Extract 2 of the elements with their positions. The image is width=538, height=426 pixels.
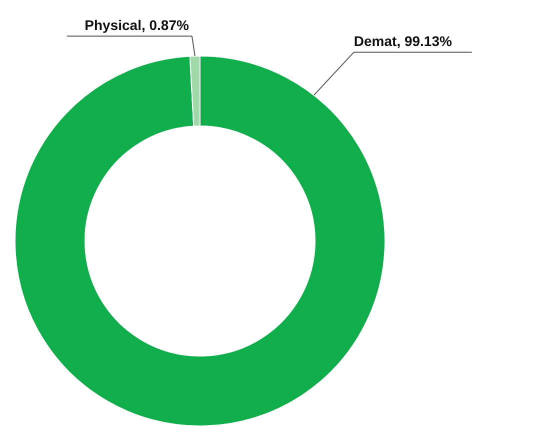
slice-label: Physical, 0.87%	[84, 17, 190, 34]
slice-label: Demat, 99.13%	[354, 33, 453, 50]
